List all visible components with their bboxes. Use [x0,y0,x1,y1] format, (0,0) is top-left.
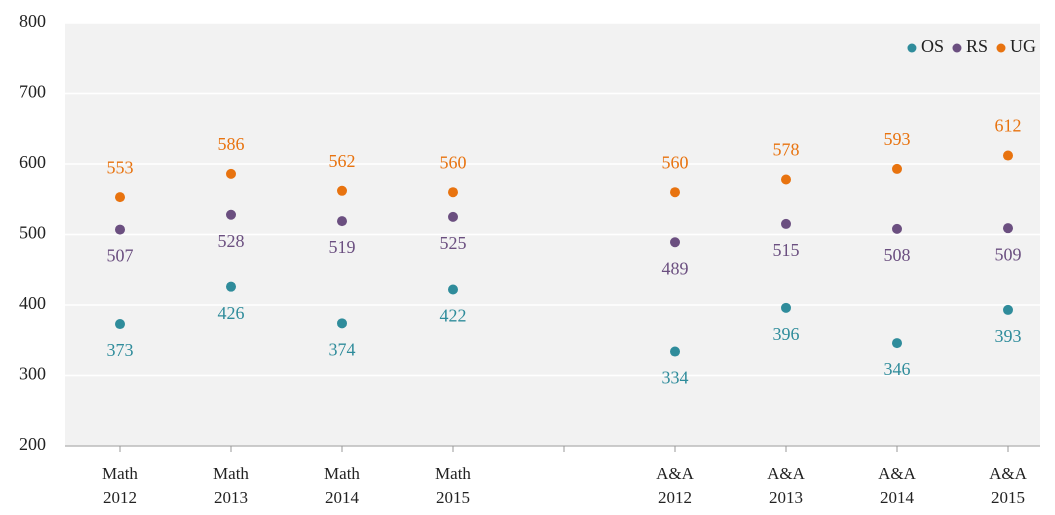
data-label: 489 [662,258,689,278]
x-tick-label: Math 2014 [324,464,360,507]
y-tick-label: 300 [19,364,46,384]
data-label: 593 [884,129,911,149]
data-label: 519 [329,237,356,257]
dot [670,237,680,248]
x-tick-label: A&A 2014 [878,464,916,507]
dot [781,302,791,313]
legend-marker [996,43,1006,53]
data-label: 560 [440,152,467,172]
dot [226,209,236,220]
dot [115,192,125,203]
dot [1003,150,1013,161]
data-label: 525 [440,233,467,253]
dot [337,318,347,329]
dot [781,218,791,229]
y-tick-label: 800 [19,11,46,31]
legend-label: OS [921,36,944,56]
dot [448,284,458,295]
dot [337,216,347,227]
x-tick-label: Math 2013 [213,464,249,507]
data-label: 578 [773,140,800,160]
data-label: 508 [884,245,911,265]
data-label: 393 [995,326,1022,346]
dot [115,224,125,235]
dot [892,163,902,174]
data-label: 334 [662,368,689,388]
dot [448,187,458,198]
data-label: 509 [995,244,1022,264]
dot [337,185,347,196]
dot [670,346,680,357]
data-label: 422 [440,306,467,326]
data-label: 515 [773,240,800,260]
y-tick-label: 400 [19,293,46,313]
data-label: 528 [218,231,245,251]
y-tick-label: 700 [19,82,46,102]
x-tick-label: Math 2012 [102,464,138,507]
dot [670,187,680,198]
data-label: 586 [218,134,245,154]
dot [1003,223,1013,234]
dot [226,168,236,179]
y-tick-label: 200 [19,434,46,454]
dot [1003,304,1013,315]
legend-label: UG [1010,36,1036,56]
x-tick-label: A&A 2015 [989,464,1027,507]
dot [448,211,458,222]
y-tick-label: 600 [19,152,46,172]
data-label: 612 [995,116,1022,136]
data-label: 374 [329,339,356,359]
dot [892,338,902,349]
data-label: 346 [884,359,911,379]
dot [781,174,791,185]
x-tick-label: A&A 2012 [656,464,694,507]
data-label: 562 [329,151,356,171]
dot [892,223,902,234]
x-tick-label: Math 2015 [435,464,471,507]
x-tick-label: A&A 2013 [767,464,805,507]
dot [226,281,236,292]
legend-marker [907,43,917,53]
dot [115,319,125,330]
data-label: 553 [107,157,134,177]
legend-label: RS [966,36,988,56]
data-label: 507 [107,246,134,266]
data-label: 396 [773,324,800,344]
data-label: 560 [662,152,689,172]
y-tick-label: 500 [19,223,46,243]
legend-marker [952,43,962,53]
data-label: 373 [107,340,134,360]
data-label: 426 [218,303,245,323]
